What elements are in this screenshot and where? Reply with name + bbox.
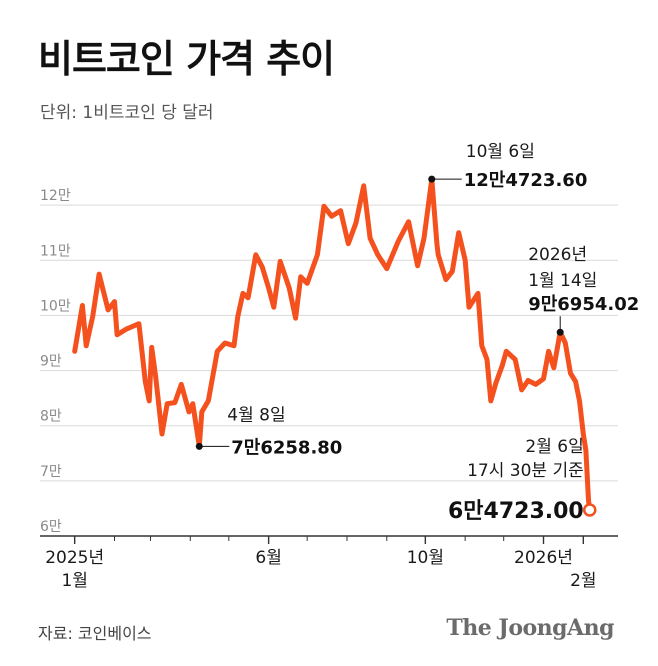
- y-tick-label: 12만: [40, 188, 71, 204]
- annotation-date: 10월 6일: [466, 142, 535, 162]
- x-tick-label: 2026년: [514, 548, 573, 568]
- y-tick-label: 8만: [40, 409, 62, 425]
- annotation-date: 2026년: [528, 245, 587, 265]
- annotation-value: 6만4723.00: [448, 499, 584, 524]
- x-axis: 2025년 1월 6월 10월 2026년 2월: [40, 535, 618, 591]
- brand-logo: The JoongAng: [446, 615, 614, 641]
- annotation-date: 2월 6일: [525, 437, 583, 457]
- x-tick-label: 1월: [61, 571, 87, 591]
- price-line: [72, 176, 593, 513]
- annotation-date: 17시 30분 기준: [467, 461, 584, 481]
- annotation-value: 7만6258.80: [231, 437, 342, 458]
- y-axis-ticks: 6만 7만 8만 9만 10만 11만 12만: [40, 188, 71, 535]
- y-tick-label: 9만: [40, 354, 62, 370]
- y-tick-label: 10만: [40, 298, 71, 314]
- source-label: 자료: 코인베이스: [38, 624, 152, 643]
- annotation-value: 12만4723.60: [464, 170, 588, 191]
- annotation-date: 4월 8일: [227, 405, 285, 425]
- x-tick-label: 2월: [570, 571, 596, 591]
- unit-label: 단위: 1비트코인 당 달러: [40, 103, 214, 123]
- y-tick-label: 7만: [40, 464, 62, 480]
- annotation-date: 1월 14일: [528, 271, 597, 291]
- annotations: 4월 8일 7만6258.80 10월 6일 12만4723.60 2026년 1월 14…: [195, 142, 639, 524]
- chart-title: 비트코인 가격 추이: [38, 37, 335, 81]
- gridlines: [40, 204, 618, 482]
- x-tick-label: 10월: [407, 548, 444, 568]
- price-series: [72, 176, 593, 513]
- annotation-marker: [582, 503, 597, 517]
- annotation-value: 9만6954.02: [528, 294, 639, 315]
- y-tick-label: 11만: [40, 243, 71, 259]
- x-tick-label: 2025년: [45, 548, 104, 568]
- x-tick-label: 6월: [255, 548, 281, 568]
- y-tick-label: 6만: [40, 519, 62, 535]
- price-line-chart: 6만 7만 8만 9만 10만 11만 12만 2025년 1월 6월 10월 2026년 2월 4월…: [40, 142, 639, 591]
